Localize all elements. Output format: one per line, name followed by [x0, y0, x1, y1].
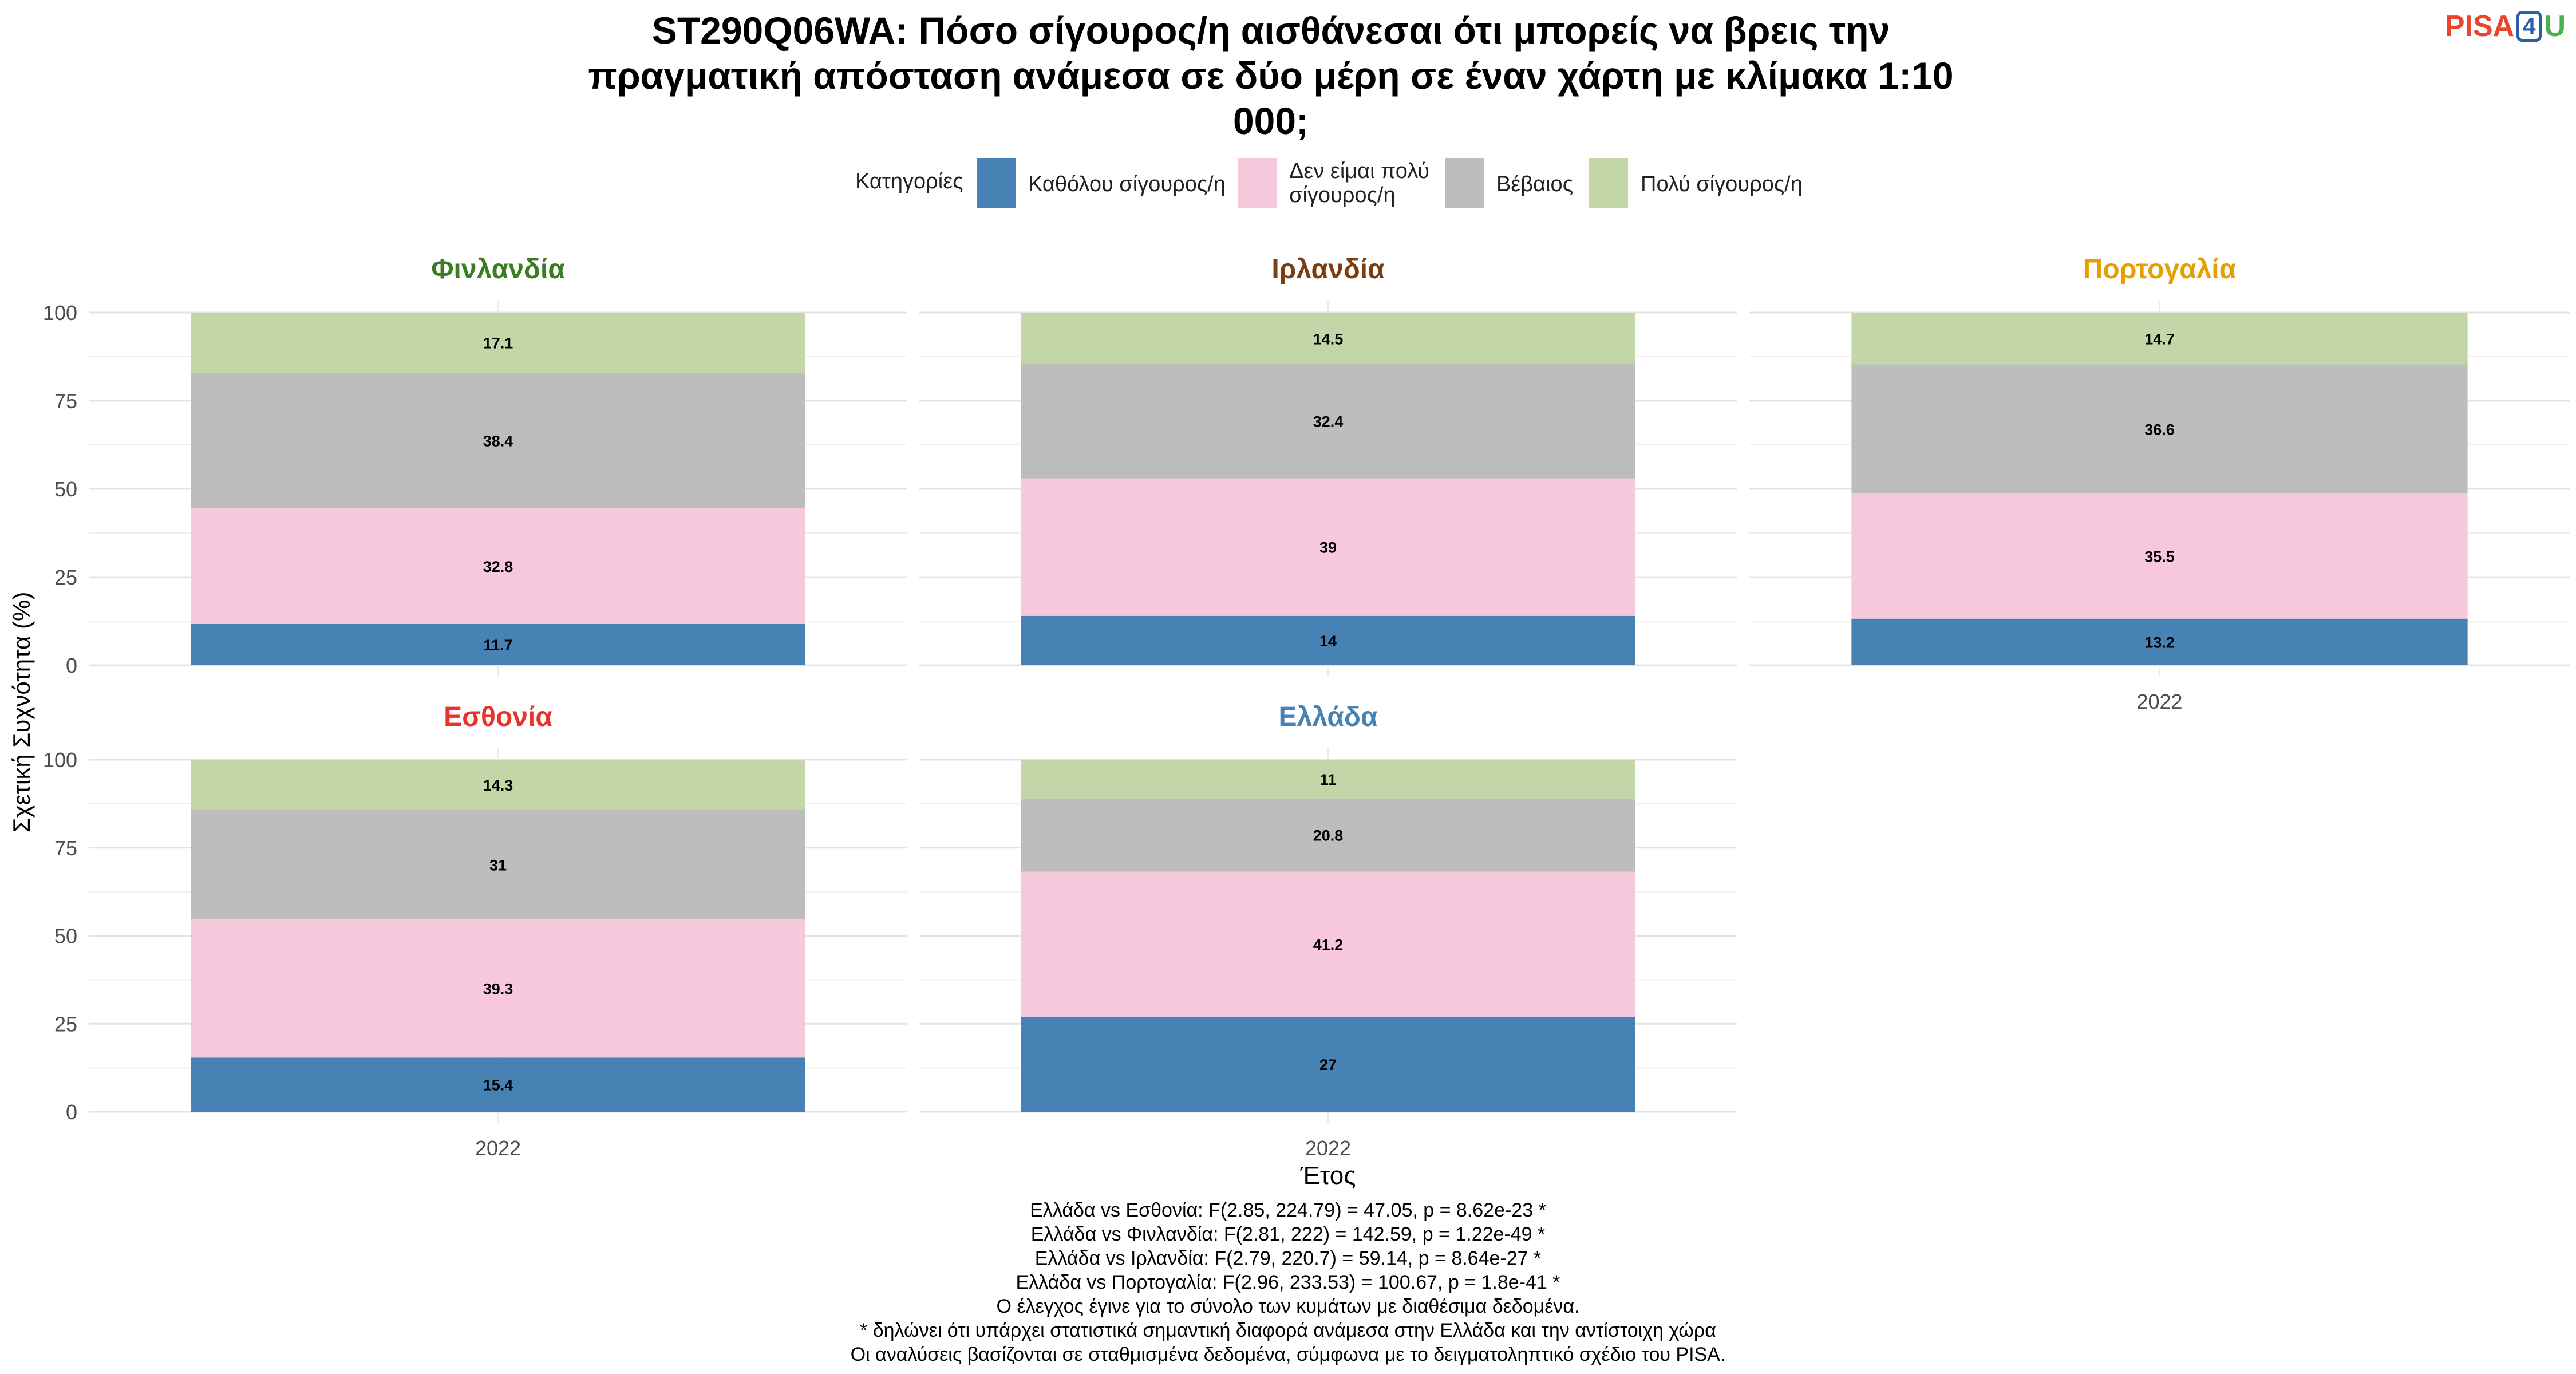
bar-segment — [191, 508, 805, 624]
legend-label-line: Δεν είμαι πολύ — [1289, 159, 1430, 183]
legend-key-poly — [1589, 158, 1628, 208]
y-tick-label: 50 — [54, 925, 77, 948]
data-label: 15.4 — [483, 1077, 513, 1094]
data-label: 14.7 — [2144, 330, 2175, 348]
data-label: 27 — [1319, 1056, 1337, 1073]
bar-segment — [1851, 493, 2468, 619]
data-label: 32.4 — [1313, 413, 1344, 431]
bar-segment — [191, 623, 805, 665]
bar-segment — [1021, 798, 1635, 872]
pisa4u-logo: PISA 4 U — [2445, 9, 2566, 44]
title-line: πραγματική απόσταση ανάμεσα σε δύο μέρη … — [588, 54, 1954, 97]
legend-label-katholou: Καθόλου σίγουρος/η — [1028, 172, 1226, 196]
footer-line: Ελλάδα vs Φινλανδία: F(2.81, 222) = 142.… — [1030, 1223, 1546, 1245]
logo-pisa-text: PISA — [2444, 10, 2515, 43]
stacked-bar-chart: 11.7 32.8 38.4 17.1 Φινλανδία 0 25 50 75 100 14 39 3… — [8, 254, 2570, 1190]
legend-title: Κατηγορίες — [855, 169, 963, 194]
y-tick-label: 0 — [66, 1100, 77, 1124]
y-tick-label: 75 — [54, 836, 77, 860]
bar-segment — [191, 373, 805, 508]
data-label: 11.7 — [483, 637, 512, 654]
bar-segment — [191, 919, 805, 1058]
title-line: ST290Q06WA: Πόσο σίγουρος/η αισθάνεσαι ό… — [651, 9, 1890, 52]
bar-segment — [1021, 364, 1635, 479]
legend-label-line: σίγουρος/η — [1289, 183, 1396, 207]
y-tick-label: 0 — [66, 654, 77, 677]
data-label: 35.5 — [2144, 548, 2175, 565]
footer-line: Ο έλεγχος έγινε για το σύνολο των κυμάτω… — [996, 1296, 1580, 1317]
legend-key-katholou — [977, 158, 1016, 208]
panel-title: Πορτογαλία — [2083, 254, 2237, 285]
legend-key-den-eimai — [1238, 158, 1277, 208]
bar-segment — [1851, 618, 2468, 665]
y-tick-label: 25 — [54, 1012, 77, 1036]
bar-segment — [1021, 313, 1635, 364]
footer-line: Οι αναλύσεις βασίζονται σε σταθμισμένα δ… — [850, 1344, 1726, 1365]
logo-four-text: 4 — [2516, 11, 2542, 42]
bar-segment — [191, 810, 805, 919]
chart-title: ST290Q06WA: Πόσο σίγουρος/η αισθάνεσαι ό… — [469, 8, 2072, 144]
x-tick-label: 2022 — [2136, 690, 2182, 713]
logo-u-text: U — [2544, 10, 2566, 43]
legend-label-vevaios: Βέβαιος — [1496, 172, 1574, 196]
data-label: 38.4 — [483, 433, 513, 450]
panel-title: Φινλανδία — [431, 254, 565, 285]
data-label: 32.8 — [483, 558, 513, 575]
data-label: 31 — [489, 856, 507, 874]
legend-label-den-eimai: Δεν είμαι πολύ σίγουρος/η — [1289, 159, 1429, 207]
bar-segment — [1851, 364, 2468, 494]
footer-line: Ελλάδα vs Πορτογαλία: F(2.96, 233.53) = … — [1016, 1272, 1560, 1293]
data-label: 41.2 — [1313, 936, 1344, 953]
bar-segment — [191, 760, 805, 810]
y-tick-label: 100 — [43, 301, 77, 325]
bar-segment — [1021, 1016, 1635, 1112]
y-axis-title: Σχετική Συχνότητα (%) — [8, 592, 35, 833]
y-tick-label: 25 — [54, 566, 77, 589]
data-label: 13.2 — [2144, 634, 2175, 651]
data-label: 14 — [1319, 633, 1337, 650]
y-tick-label: 50 — [54, 477, 77, 501]
data-label: 39.3 — [483, 980, 513, 997]
panel-title: Ιρλανδία — [1271, 254, 1385, 285]
title-line: 000; — [1232, 100, 1309, 142]
bar-segment — [191, 1057, 805, 1112]
data-label: 20.8 — [1313, 827, 1344, 844]
legend: Κατηγορίες Καθόλου σίγουρος/η Δεν είμαι … — [0, 156, 2576, 213]
legend-key-vevaios — [1445, 158, 1484, 208]
legend-label-poly: Πολύ σίγουρος/η — [1641, 172, 1803, 196]
data-label: 14.5 — [1313, 330, 1344, 348]
data-label: 14.3 — [483, 777, 513, 794]
x-tick-label: 2022 — [1305, 1136, 1351, 1160]
data-label: 17.1 — [483, 335, 513, 352]
x-tick-label: 2022 — [475, 1136, 521, 1160]
footer-line: * δηλώνει ότι υπάρχει στατιστικά σημαντι… — [860, 1320, 1716, 1341]
y-tick-label: 75 — [54, 389, 77, 413]
panel-title: Εσθονία — [444, 702, 552, 732]
footer-line: Ελλάδα vs Ιρλανδία: F(2.79, 220.7) = 59.… — [1034, 1247, 1542, 1269]
footer-line: Ελλάδα vs Εσθονία: F(2.85, 224.79) = 47.… — [1030, 1199, 1546, 1221]
panel-title: Ελλάδα — [1279, 702, 1378, 732]
bar-segment — [1021, 615, 1635, 665]
x-axis-title: Έτος — [1300, 1162, 1356, 1190]
data-label: 39 — [1319, 539, 1337, 556]
data-label: 36.6 — [2144, 421, 2175, 438]
bar-segment — [1021, 871, 1635, 1017]
bar-segment — [191, 313, 805, 373]
bar-segment — [1021, 760, 1635, 799]
bar-segment — [1021, 478, 1635, 616]
y-tick-label: 100 — [43, 748, 77, 772]
bar-segment — [1851, 313, 2468, 365]
data-label: 11 — [1320, 771, 1337, 788]
